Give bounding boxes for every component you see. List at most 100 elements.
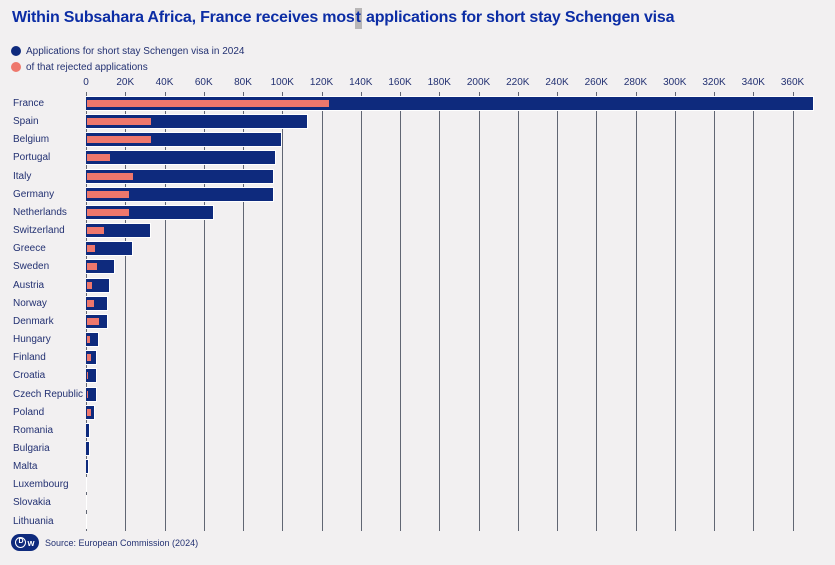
rejected-bar[interactable] [87,299,94,307]
y-axis-labels: France Spain Belgium Portugal Italy Germany Ne… [13,95,85,531]
rejected-bar[interactable] [87,227,104,235]
x-axis-tick-label: 0 [83,77,89,88]
x-axis-tick-label: 180K [427,77,451,88]
x-axis-tick-label: 80K [234,77,252,88]
applications-bar[interactable] [86,241,134,257]
rejected-bar[interactable] [87,317,100,325]
applications-bar[interactable] [86,132,283,148]
x-axis-tick-label: 40K [155,77,174,88]
x-axis-tick-label: 300K [663,77,687,88]
applications-bar[interactable] [86,368,97,384]
applications-bar[interactable] [86,186,275,202]
text-cursor-highlight: t [354,8,362,29]
country-label: Norway [13,297,47,309]
bar-row[interactable] [86,404,820,422]
bar-row[interactable] [86,113,820,131]
rejected-bar[interactable] [87,408,91,416]
country-label: Czech Republic [13,388,84,400]
x-axis-tick-label: 280K [623,77,648,88]
bar-row[interactable] [86,131,820,149]
bar-row[interactable] [86,440,820,458]
country-label: Croatia [13,370,46,382]
chart-footer: D w Source: European Commission (2024) [11,534,198,551]
country-label: Luxembourg [13,479,69,491]
bar-row[interactable] [86,222,820,240]
bar-row[interactable] [86,168,820,186]
bar-row[interactable] [86,95,820,113]
bar-row[interactable] [86,295,820,313]
country-label: Bulgaria [13,442,50,454]
applications-bar[interactable] [86,495,87,511]
x-axis-tick-label: 320K [702,77,726,88]
applications-bar[interactable] [86,259,116,275]
gridline [517,92,519,531]
bar-row[interactable] [86,204,820,222]
rejected-bar[interactable] [87,390,89,398]
applications-bar[interactable] [86,277,110,293]
applications-bar[interactable] [86,332,99,348]
applications-bar[interactable] [86,459,89,475]
applications-bar[interactable] [86,150,277,166]
rejected-bar[interactable] [87,354,91,362]
applications-bar[interactable] [86,114,308,130]
applications-bar[interactable] [86,513,87,529]
title-text-pre: Within Subsahara Africa, France receives… [12,9,355,26]
legend-item: Applications for short stay Schengen vis… [11,43,244,59]
applications-bar[interactable] [86,223,151,239]
rejected-bar[interactable] [87,245,96,253]
rejected-bar[interactable] [87,208,130,216]
bar-row[interactable] [86,458,820,476]
applications-bar[interactable] [86,386,97,402]
applications-bar[interactable] [86,477,88,493]
bar-row[interactable] [86,277,820,295]
applications-bar[interactable] [86,168,275,184]
bar-row[interactable] [86,313,820,331]
rejected-bar[interactable] [87,118,151,126]
rejected-bar[interactable] [87,100,330,107]
bar-row[interactable] [86,240,820,258]
bar-row[interactable] [86,476,820,494]
x-axis-tick-label: 340K [741,77,765,88]
gridline [164,92,166,531]
gridline [360,92,362,531]
applications-bar[interactable] [86,350,98,366]
bar-row[interactable] [86,386,820,404]
rejected-bar[interactable] [87,190,130,198]
bar-row[interactable] [86,258,820,276]
bar-row[interactable] [86,513,820,531]
applications-bar[interactable] [86,295,109,311]
bar-row[interactable] [86,494,820,512]
gridline [596,92,598,531]
rejected-bar[interactable] [87,172,134,180]
applications-bar[interactable] [86,422,90,438]
applications-bar[interactable] [86,440,90,456]
rejected-bar[interactable] [87,263,97,271]
bar-row[interactable] [86,331,820,349]
applications-bar[interactable] [86,204,214,220]
legend-label: of that rejected applications [26,61,148,73]
country-label: Lithuania [13,515,54,527]
country-label: Switzerland [13,225,65,237]
bar-row[interactable] [86,367,820,385]
rejected-bar[interactable] [87,281,93,289]
rejected-bar[interactable] [87,336,90,344]
gridline [243,92,244,531]
gridline [282,92,284,531]
bar-row[interactable] [86,422,820,440]
rejected-bar[interactable] [87,154,110,162]
dw-logo-d-icon: D [15,537,27,548]
rejected-bar[interactable] [87,136,151,144]
x-axis-tick-label: 60K [194,77,213,88]
gridline [792,92,794,531]
country-label: Poland [13,406,45,418]
bar-row[interactable] [86,149,820,167]
x-axis-tick-label: 120K [309,77,334,88]
bar-row[interactable] [86,186,820,204]
bar-row[interactable] [86,349,820,367]
applications-bar[interactable] [86,96,815,111]
gridline [125,92,127,531]
gridline [635,92,637,531]
page-title: Within Subsahara Africa, France receives… [12,8,822,29]
gridline [557,92,559,531]
x-axis-tick-label: 100K [270,77,294,88]
